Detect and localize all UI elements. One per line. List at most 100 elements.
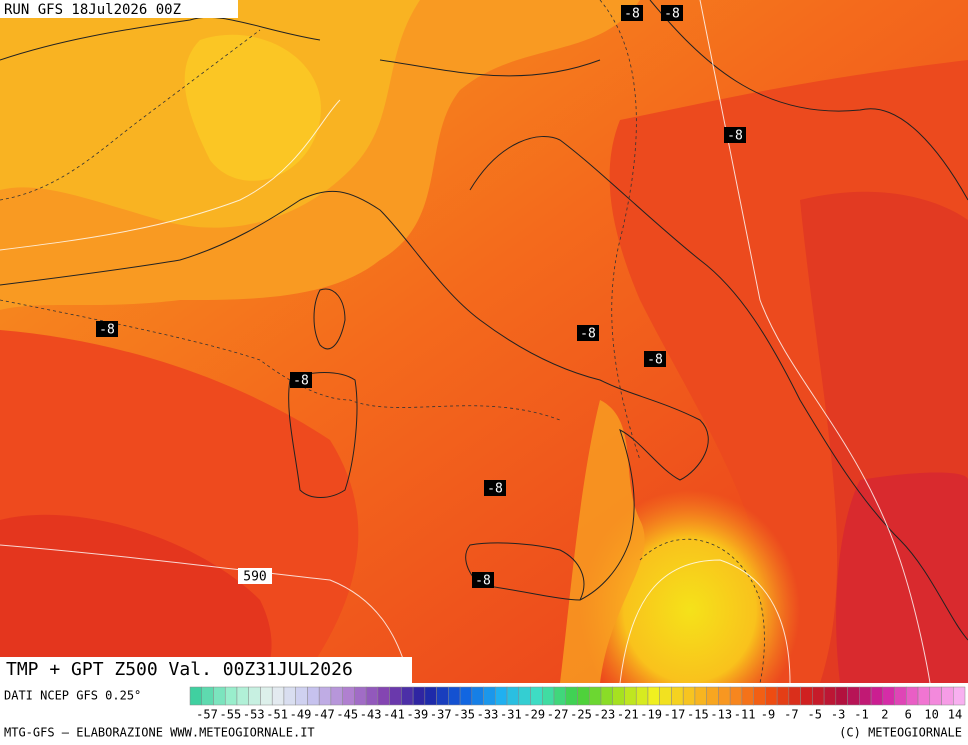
- copyright-label: (C) METEOGIORNALE: [839, 726, 962, 740]
- colorbar-label: -9: [761, 708, 775, 722]
- height-label: 590: [243, 570, 266, 585]
- contour-label-box: [661, 5, 683, 21]
- colorbar-label: -57: [196, 708, 218, 722]
- run-box: [0, 0, 238, 18]
- colorbar-label: -33: [477, 708, 499, 722]
- colorbar-cell: [518, 686, 531, 706]
- contour-label: -8: [99, 323, 115, 338]
- colorbar-label: -11: [734, 708, 756, 722]
- colorbar-cell: [612, 686, 625, 706]
- colorbar-cell: [917, 686, 931, 706]
- contour-label: -8: [475, 574, 491, 589]
- colorbar-cell: [882, 686, 895, 706]
- colorbar-label: 10: [924, 708, 938, 722]
- colorbar-cell: [894, 686, 907, 706]
- colorbar-label: -1: [854, 708, 868, 722]
- colorbar-cell: [635, 686, 649, 706]
- colorbar-cell: [260, 686, 273, 706]
- colorbar-cell: [401, 686, 414, 706]
- colorbar-label: -21: [617, 708, 639, 722]
- colorbar-cell: [588, 686, 602, 706]
- height-label-box: [238, 568, 272, 584]
- colorbar-cell: [248, 686, 261, 706]
- colorbar-label: -5: [808, 708, 822, 722]
- contour-label-box: [621, 5, 643, 21]
- colorbar-cell: [776, 686, 790, 706]
- contour-labels: -8 -8 -8 -8 -8 -8 -8 -8 -8 590: [96, 5, 746, 589]
- contour-label: -8: [293, 374, 309, 389]
- colorbar-label: -13: [710, 708, 732, 722]
- contour-label-box: [96, 321, 118, 337]
- colorbar-cell: [412, 686, 426, 706]
- colorbar-cell: [659, 686, 672, 706]
- colorbar-cell: [741, 686, 754, 706]
- colorbar-cell: [847, 686, 860, 706]
- colorbar-cell: [647, 686, 660, 706]
- colorbar-label: 14: [948, 708, 962, 722]
- colorbar-cell: [671, 686, 684, 706]
- colorbar-cell: [870, 686, 884, 706]
- colorbar-cell: [812, 686, 825, 706]
- contour-label-box: [484, 480, 506, 496]
- colorbar-cell: [530, 686, 543, 706]
- contour-label: -8: [580, 327, 596, 342]
- colorbar-cell: [929, 686, 942, 706]
- colorbar-cell: [330, 686, 343, 706]
- colorbar-cell: [271, 686, 285, 706]
- colorbar-label: -19: [640, 708, 662, 722]
- colorbar-cell: [448, 686, 461, 706]
- colorbar-cell: [354, 686, 367, 706]
- contour-label: -8: [624, 7, 640, 22]
- colorbar-cell: [682, 686, 696, 706]
- colorbar-cell: [694, 686, 707, 706]
- colorbar-cell: [295, 686, 308, 706]
- colorbar: -57 -55 -53 -51 -49 -47 -45 -43 -41 -39 -37 -35 -33-…: [189, 686, 966, 722]
- colorbar-label: -27: [547, 708, 569, 722]
- colorbar-label: -7: [784, 708, 798, 722]
- colorbar-cell: [201, 686, 214, 706]
- colorbar-label: -17: [664, 708, 686, 722]
- colorbar-label: -41: [383, 708, 405, 722]
- colorbar-cell: [729, 686, 743, 706]
- colorbar-label: -43: [360, 708, 382, 722]
- colorbar-cell: [859, 686, 872, 706]
- contour-label: -8: [727, 129, 743, 144]
- colorbar-cell: [189, 686, 202, 706]
- map-field: [0, 0, 968, 730]
- colorbar-label: 2: [881, 708, 888, 722]
- contour-label: -8: [664, 7, 680, 22]
- colorbar-label: -51: [266, 708, 288, 722]
- colorbar-label: -29: [523, 708, 545, 722]
- colorbar-cell: [765, 686, 778, 706]
- colorbar-cell: [565, 686, 578, 706]
- colorbar-cell: [600, 686, 613, 706]
- colorbar-label: -49: [290, 708, 312, 722]
- colorbar-cell: [800, 686, 813, 706]
- colorbar-cell: [706, 686, 719, 706]
- colorbar-label: -37: [430, 708, 452, 722]
- title-box: [0, 657, 412, 683]
- colorbar-cell: [553, 686, 567, 706]
- colorbar-cell: [506, 686, 520, 706]
- colorbar-cell: [389, 686, 402, 706]
- colorbar-cell: [424, 686, 437, 706]
- contour-label-box: [644, 351, 666, 367]
- run-label: RUN GFS 18Jul2026 00Z: [4, 2, 181, 18]
- colorbar-cell: [753, 686, 766, 706]
- colorbar-cell: [365, 686, 379, 706]
- colorbar-cell: [342, 686, 355, 706]
- contour-label: -8: [647, 353, 663, 368]
- colorbar-cell: [377, 686, 390, 706]
- colorbar-label: -31: [500, 708, 522, 722]
- contour-label: -8: [487, 482, 503, 497]
- colorbar-label: 6: [905, 708, 912, 722]
- colorbar-label: -55: [220, 708, 242, 722]
- colorbar-cell: [542, 686, 555, 706]
- colorbar-cell: [835, 686, 848, 706]
- credit-label: MTG-GFS – ELABORAZIONE WWW.METEOGIORNALE…: [4, 726, 315, 740]
- contour-label-box: [577, 325, 599, 341]
- contour-label-box: [290, 372, 312, 388]
- colorbar-cell: [318, 686, 332, 706]
- colorbar-cell: [953, 686, 966, 706]
